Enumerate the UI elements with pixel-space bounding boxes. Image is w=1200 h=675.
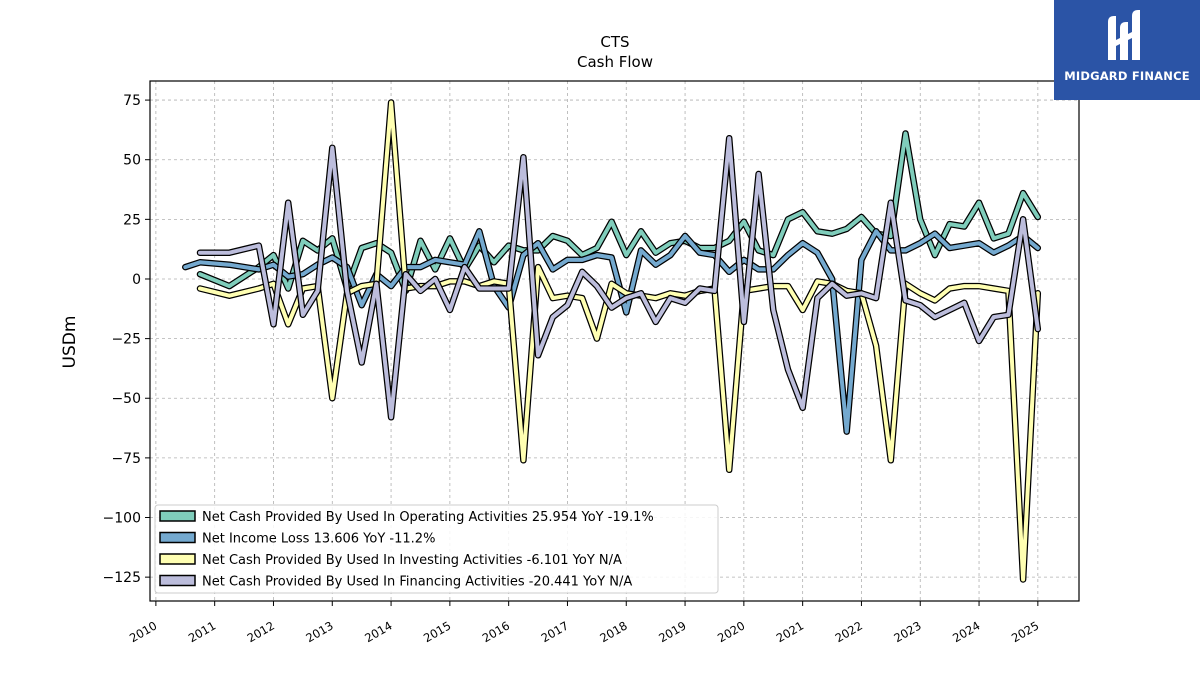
x-axis: 2010 2011 2012 2013 2014 2015 2016 2017 2018 2019… <box>127 601 1041 645</box>
x-tick-label: 2016 <box>480 618 512 645</box>
legend-swatch-4 <box>159 574 196 587</box>
series-line-2 <box>183 229 1040 434</box>
legend-label-1: Net Cash Provided By Used In Operating A… <box>202 510 654 525</box>
x-tick-label: 2012 <box>245 618 277 645</box>
x-tick-label: 2014 <box>362 618 394 645</box>
y-tick-label: −100 <box>103 511 141 527</box>
legend-swatch-2 <box>159 531 196 544</box>
series-line-4 <box>198 136 1040 420</box>
y-tick-label: 25 <box>123 212 141 228</box>
y-tick-label: 0 <box>132 272 141 288</box>
y-tick-label: −50 <box>111 391 141 407</box>
y-tick-label: −75 <box>111 451 141 467</box>
y-tick-label: 50 <box>123 153 141 169</box>
legend-label-2: Net Income Loss 13.606 YoY -11.2% <box>202 532 435 547</box>
x-tick-label: 2010 <box>127 618 159 645</box>
x-tick-label: 2020 <box>715 618 747 645</box>
x-tick-label: 2018 <box>597 618 629 645</box>
series-layer <box>182 99 1042 583</box>
x-tick-label: 2011 <box>186 618 218 645</box>
x-tick-label: 2021 <box>774 618 806 645</box>
chart-subtitle: Cash Flow <box>577 53 653 71</box>
legend-swatch-1 <box>159 510 196 522</box>
x-tick-label: 2017 <box>539 618 571 645</box>
x-tick-label: 2022 <box>833 618 865 645</box>
y-axis-label: USDm <box>60 316 80 369</box>
y-tick-label: −25 <box>111 332 141 348</box>
plot-frame <box>149 80 1080 602</box>
legend-label-4: Net Cash Provided By Used In Financing A… <box>202 575 632 590</box>
x-tick-label: 2023 <box>891 618 923 645</box>
legend-box <box>154 504 719 594</box>
x-tick-label: 2025 <box>1009 618 1041 645</box>
y-axis: 75 50 25 0 −25 −50 −75 −100 −125 <box>103 93 150 586</box>
legend-label-3: Net Cash Provided By Used In Investing A… <box>202 553 622 568</box>
y-tick-label: 75 <box>123 93 141 109</box>
x-tick-label: 2013 <box>303 618 335 645</box>
legend-swatch-3 <box>159 553 196 565</box>
x-tick-label: 2024 <box>950 618 982 645</box>
midgard-logo-icon <box>1108 10 1140 60</box>
midgard-finance-logo: MIDGARD FINANCE <box>1054 0 1200 100</box>
y-tick-label: −125 <box>103 570 141 586</box>
series-line-1 <box>198 131 1040 293</box>
legend: Net Cash Provided By Used In Operating A… <box>154 504 719 594</box>
chart-title: CTS <box>600 33 629 51</box>
logo-text: MIDGARD FINANCE <box>1064 69 1190 83</box>
x-tick-label: 2015 <box>421 618 453 645</box>
x-tick-label: 2019 <box>656 618 688 645</box>
